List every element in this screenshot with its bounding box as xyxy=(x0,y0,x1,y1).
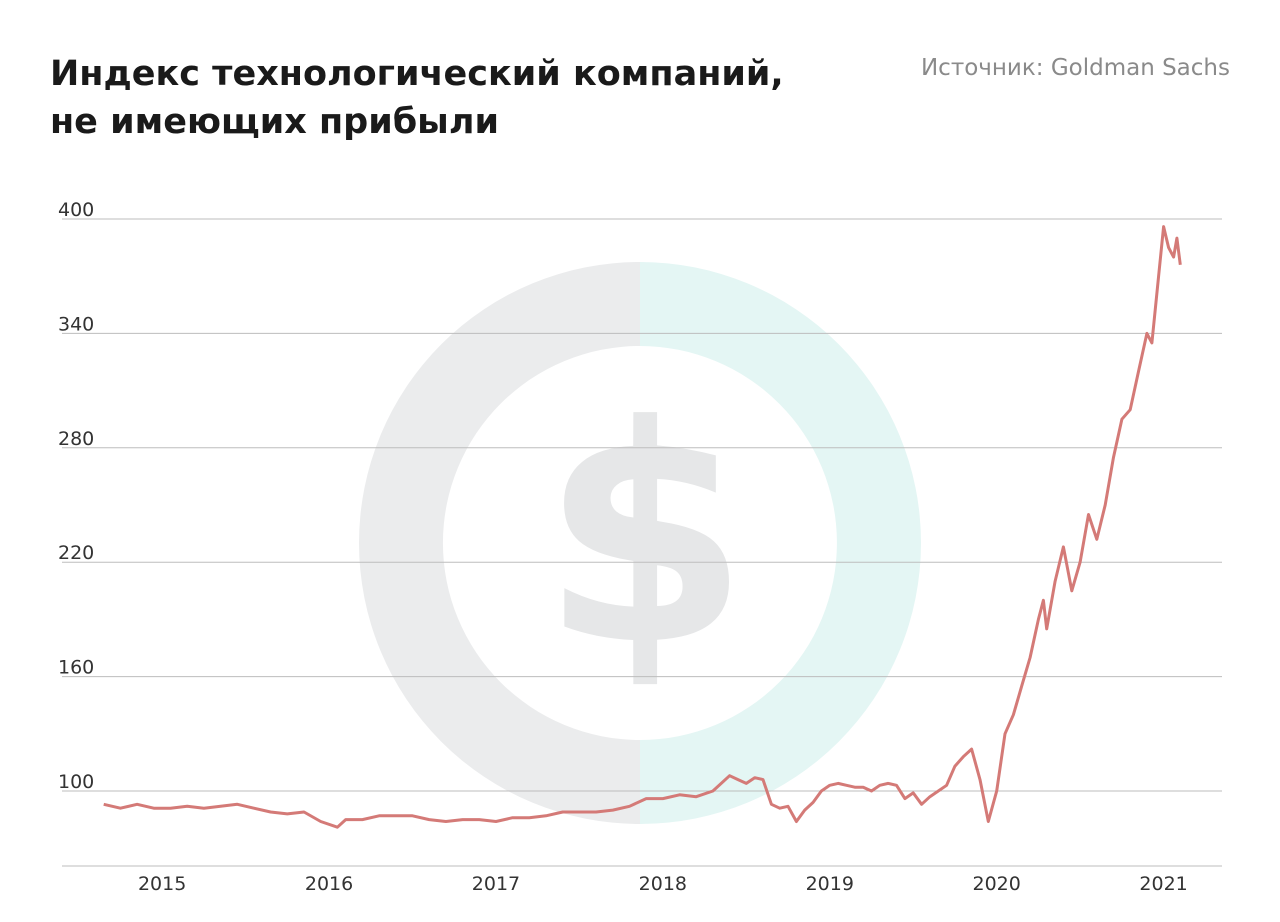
source-label: Источник: Goldman Sachs xyxy=(920,55,1230,81)
x-axis-ticks: 2015 2016 2017 2018 2019 2020 2021 xyxy=(138,873,1188,895)
y-tick-label: 220 xyxy=(58,542,94,564)
y-tick-label: 100 xyxy=(58,771,94,793)
grid-lines xyxy=(62,218,1222,792)
watermark-ring-gray xyxy=(359,262,640,824)
x-tick-label: 2021 xyxy=(1139,873,1187,895)
title-line-1: Индекс технологический компаний, xyxy=(50,54,784,94)
x-tick-label: 2018 xyxy=(639,873,687,895)
y-tick-label: 400 xyxy=(58,199,94,221)
y-tick-label: 160 xyxy=(58,657,94,679)
y-axis-ticks: 100 160 220 280 340 400 xyxy=(58,199,94,793)
x-tick-label: 2019 xyxy=(806,873,854,895)
dollar-coin-icon: $ xyxy=(359,262,921,824)
y-tick-label: 340 xyxy=(58,313,94,335)
x-tick-label: 2020 xyxy=(972,873,1020,895)
title-line-2: не имеющих прибыли xyxy=(50,102,499,142)
x-tick-label: 2016 xyxy=(305,873,353,895)
y-tick-label: 280 xyxy=(58,428,94,450)
x-tick-label: 2015 xyxy=(138,873,186,895)
chart-title: Индекс технологический компаний, не имею… xyxy=(50,50,784,146)
x-tick-label: 2017 xyxy=(472,873,520,895)
watermark-ring-teal xyxy=(640,262,921,824)
dollar-sign-icon: $ xyxy=(541,362,750,711)
series-line xyxy=(103,225,1182,829)
